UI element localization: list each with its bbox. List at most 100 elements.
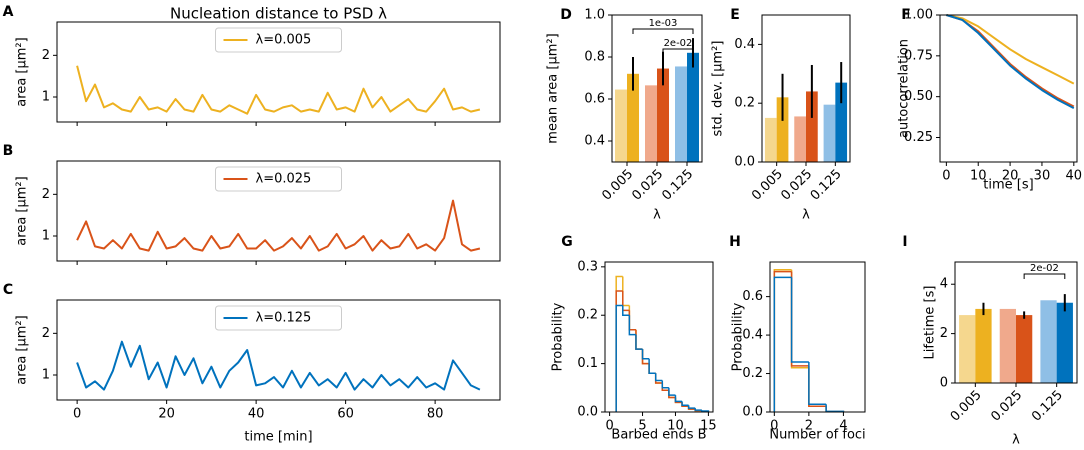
bar <box>794 116 806 162</box>
x-tick-label: 0.005 <box>599 167 636 204</box>
histogram-step <box>635 329 643 350</box>
y-tick-label: 1.0 <box>584 8 605 23</box>
x-tick-label: 0.125 <box>1029 388 1066 425</box>
x-axis-label: time [s] <box>983 178 1033 193</box>
panel-letter: A <box>3 4 14 20</box>
y-tick-label: 0.3 <box>577 259 598 274</box>
significance-label: 2e-02 <box>1030 263 1059 274</box>
bar <box>687 52 699 162</box>
x-tick-label: 0.005 <box>749 167 786 204</box>
x-tick-label: 0.005 <box>948 388 985 425</box>
y-tick-label: 2 <box>42 48 50 63</box>
line-series <box>76 65 481 115</box>
x-tick-label: 40 <box>1066 169 1083 184</box>
bar <box>764 117 777 162</box>
axes-frame <box>56 299 501 401</box>
axes-frame <box>769 261 866 413</box>
histogram-step <box>681 401 689 406</box>
x-axis-label: time [min] <box>244 430 312 445</box>
histogram-step <box>641 349 650 360</box>
bar <box>1040 300 1057 383</box>
histogram-step <box>628 315 636 336</box>
histogram-step <box>615 304 623 412</box>
bar <box>823 104 836 162</box>
panel-letter: I <box>902 234 907 250</box>
bar <box>1016 315 1033 383</box>
bar <box>975 308 992 383</box>
x-tick-label: 20 <box>158 407 175 422</box>
axes-frame <box>56 21 501 123</box>
histogram-step <box>674 395 683 403</box>
histogram-step <box>635 334 643 350</box>
panel-letter: B <box>3 143 14 159</box>
axes-frame <box>954 261 1078 384</box>
significance-label: 1e-03 <box>649 18 678 29</box>
histogram-step <box>808 362 827 406</box>
histogram-step <box>654 373 663 384</box>
significance-bracket <box>632 28 694 34</box>
y-tick-label: 0.50 <box>904 89 933 104</box>
x-tick-label: 0 <box>770 419 778 434</box>
histogram-step <box>622 291 630 312</box>
x-axis-label: λ <box>1012 433 1020 448</box>
y-tick-label: 0.1 <box>577 356 598 371</box>
histogram-step <box>668 390 676 399</box>
y-tick-label: 0.2 <box>734 96 755 111</box>
bar <box>959 315 976 383</box>
line-series <box>946 14 1075 85</box>
panel-letter: G <box>561 234 573 250</box>
panel-letter: D <box>560 7 572 23</box>
line-series <box>946 14 1075 108</box>
y-tick-label: 1.00 <box>904 8 933 23</box>
histogram-step <box>773 268 792 412</box>
histogram-step <box>648 363 656 375</box>
y-tick-label: 1 <box>42 90 50 105</box>
y-tick-label: 1 <box>42 368 50 383</box>
x-tick-label: 30 <box>1034 169 1051 184</box>
histogram-step <box>628 305 636 331</box>
y-axis-label: Probability <box>731 302 746 371</box>
histogram-step <box>790 277 809 363</box>
y-axis-label: area [μm²] <box>15 37 30 106</box>
bar <box>645 85 657 162</box>
histogram-step <box>635 329 643 350</box>
y-tick-label: 0.2 <box>577 308 598 323</box>
x-tick-label: 20 <box>1002 169 1019 184</box>
histogram-step <box>648 358 656 375</box>
y-tick-label: 0 <box>940 376 948 391</box>
x-tick-label: 40 <box>248 407 265 422</box>
y-tick-label: 0.6 <box>584 92 605 107</box>
histogram-step <box>687 405 696 409</box>
x-tick-label: 0.125 <box>659 167 696 204</box>
bar <box>615 89 627 162</box>
line-series <box>76 199 481 252</box>
bar <box>835 82 848 162</box>
legend-label: λ=0.025 <box>256 172 312 187</box>
y-tick-label: 2 <box>42 187 50 202</box>
y-axis-label: std. dev. [μm²] <box>711 41 726 137</box>
y-tick-label: 0.0 <box>577 405 598 420</box>
y-tick-label: 0.6 <box>742 289 763 304</box>
y-tick-label: 0.25 <box>904 130 933 145</box>
x-axis-label: λ <box>802 208 810 223</box>
y-axis-label: area [μm²] <box>15 176 30 245</box>
bar <box>806 91 818 162</box>
histogram-step <box>808 367 827 407</box>
legend-box <box>215 27 342 53</box>
x-tick-label: 0 <box>605 419 613 434</box>
legend-box <box>215 166 342 192</box>
x-tick-label: 60 <box>337 407 354 422</box>
histogram-step <box>622 276 630 307</box>
histogram-step <box>668 387 676 396</box>
histogram-step <box>773 276 792 412</box>
x-axis-label: Number of foci <box>769 428 865 443</box>
panel-letter: F <box>901 7 911 23</box>
bar <box>999 308 1016 383</box>
histogram-step <box>694 408 702 411</box>
y-tick-label: 2 <box>940 326 948 341</box>
significance-bracket <box>1023 273 1066 279</box>
histogram-step <box>628 310 636 331</box>
y-axis-label: mean area [μm²] <box>546 33 561 143</box>
y-tick-label: 0.4 <box>742 328 763 343</box>
